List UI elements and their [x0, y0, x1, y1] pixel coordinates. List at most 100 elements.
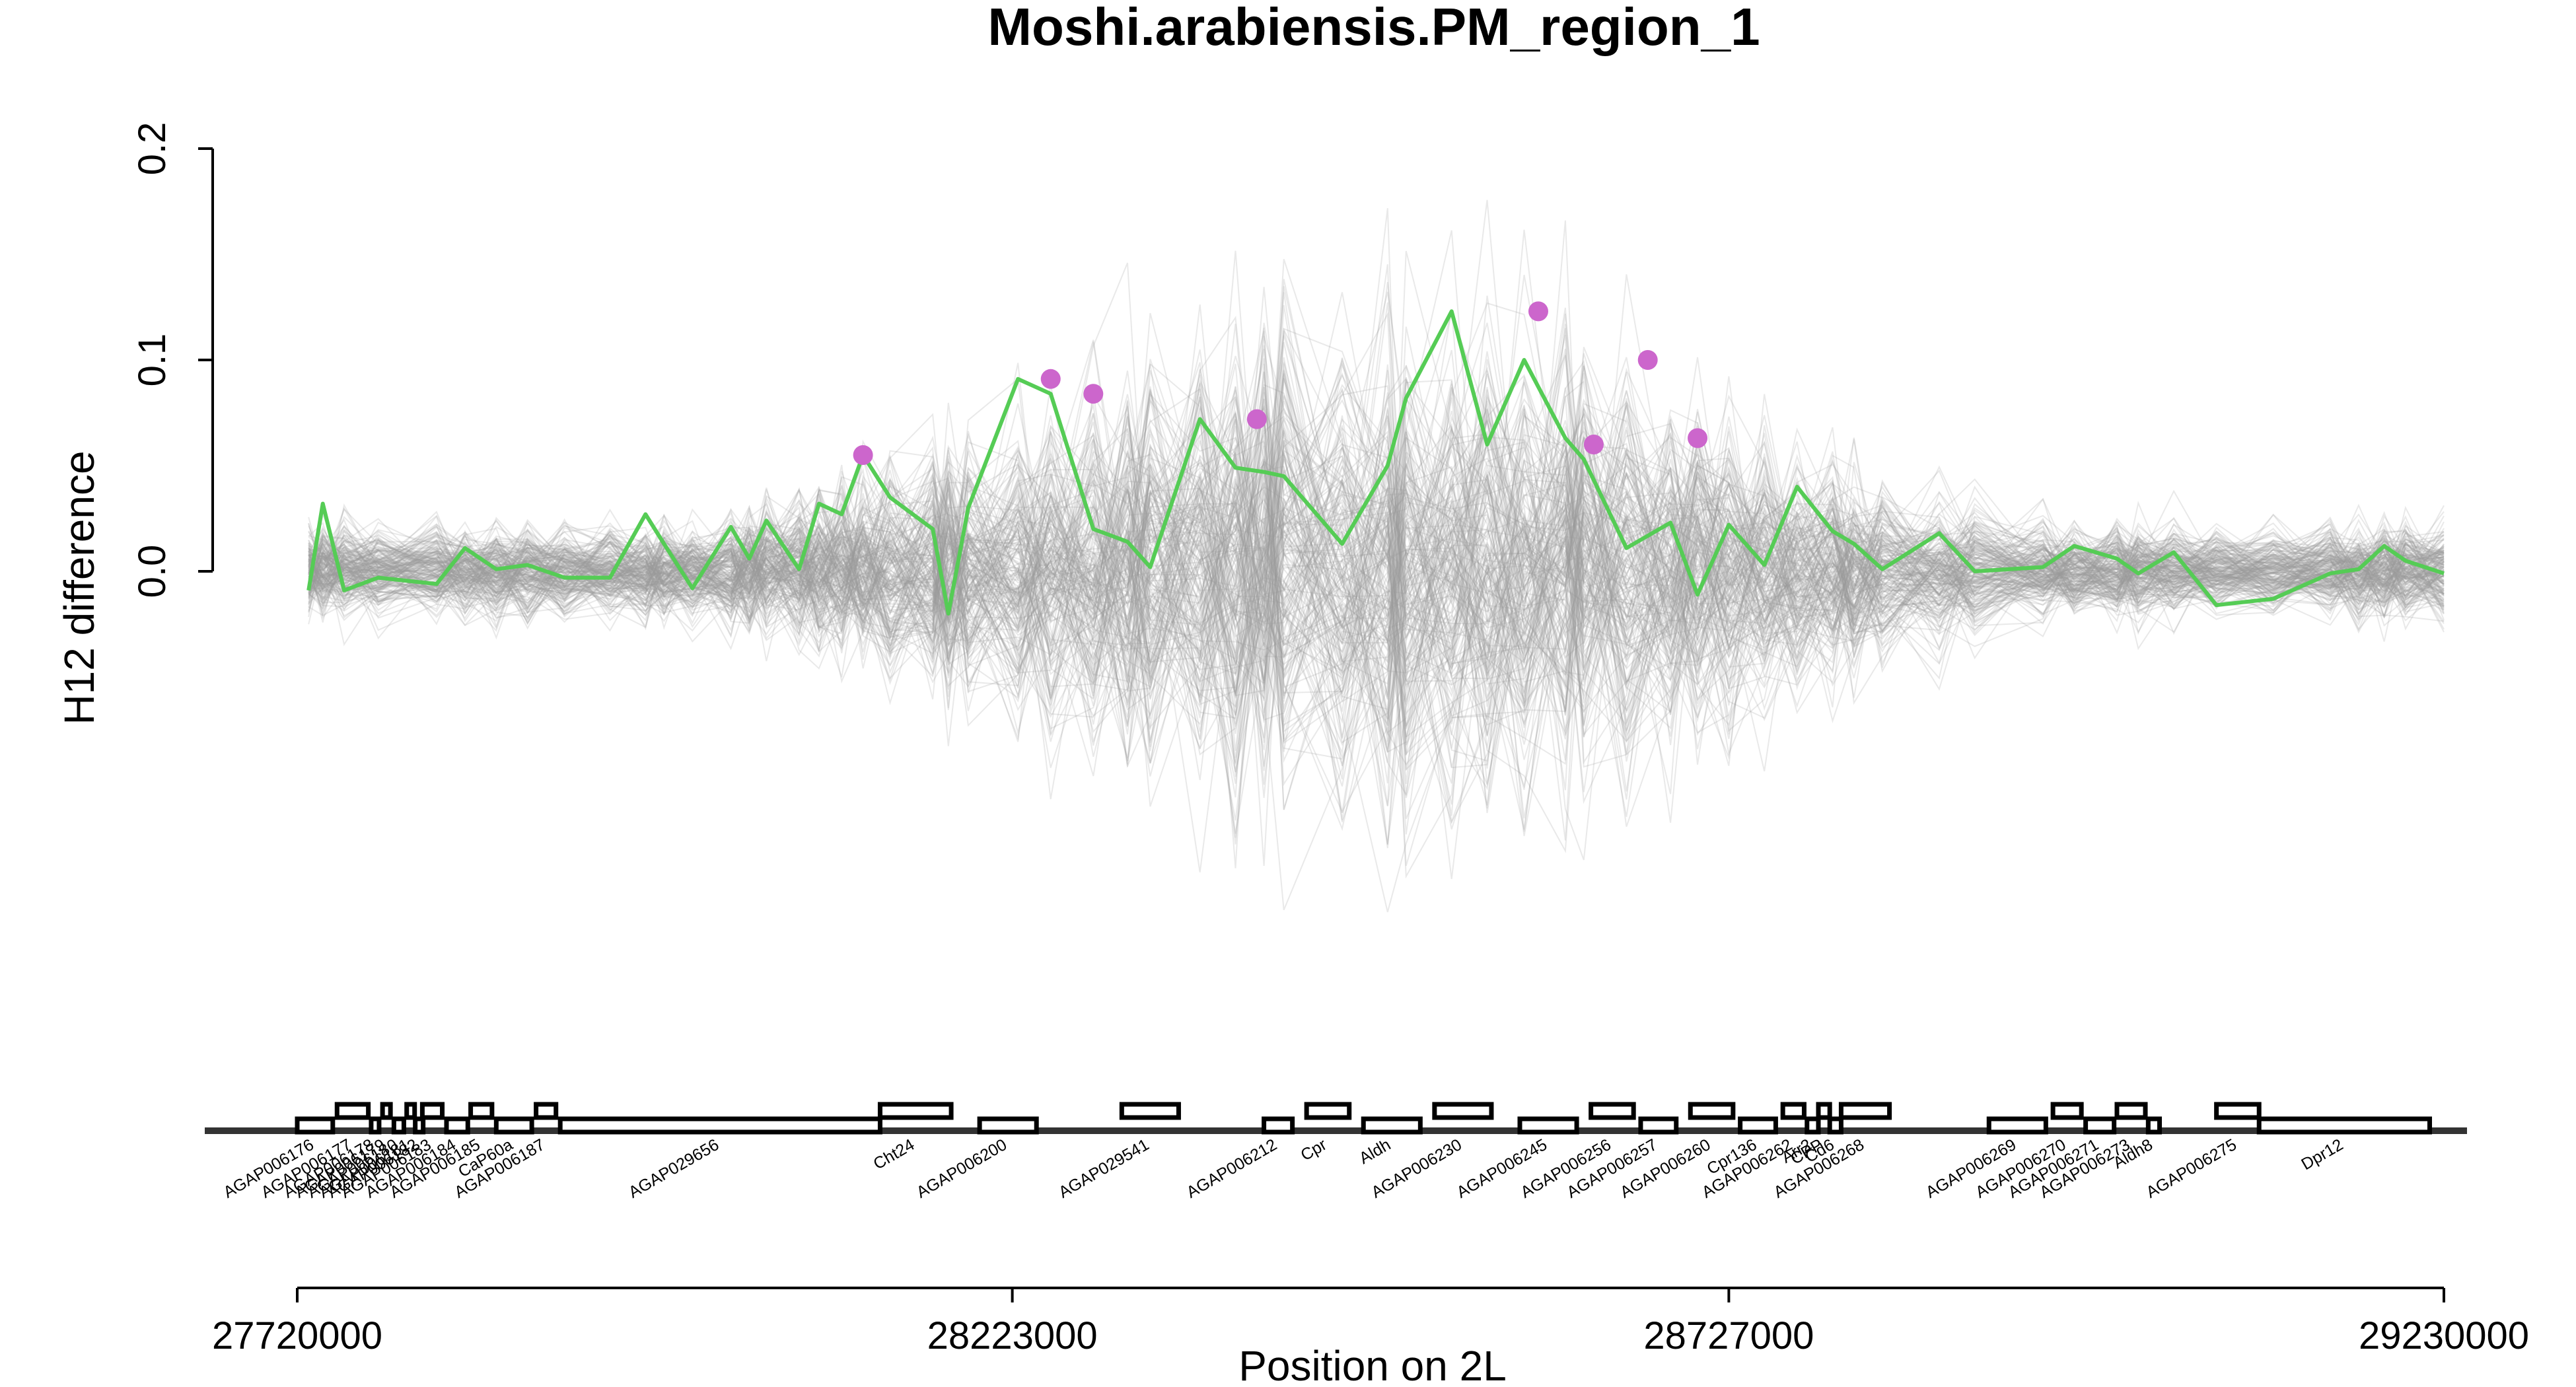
background-line — [308, 388, 2445, 732]
background-line — [308, 328, 2445, 715]
background-line — [308, 389, 2445, 793]
background-line — [308, 230, 2445, 772]
background-line — [308, 385, 2445, 838]
background-line — [308, 383, 2445, 692]
gene-label: AGAP006260 — [1617, 1135, 1713, 1202]
background-line — [308, 394, 2445, 738]
background-line — [308, 220, 2445, 701]
background-line — [308, 366, 2445, 787]
background-line — [308, 373, 2445, 742]
background-line — [308, 407, 2445, 726]
x-tick-label: 28223000 — [927, 1314, 1098, 1357]
background-line — [308, 401, 2445, 734]
background-line — [308, 363, 2445, 740]
background-line — [308, 384, 2445, 845]
background-line — [308, 312, 2445, 762]
highlight-point — [1688, 428, 1708, 448]
background-line — [308, 426, 2445, 872]
gene-box — [493, 1116, 534, 1135]
background-line — [308, 458, 2445, 726]
background-line — [308, 250, 2445, 785]
gene-box — [2083, 1116, 2117, 1135]
background-line — [308, 341, 2445, 722]
background-line — [308, 292, 2445, 684]
gene-box — [557, 1116, 882, 1135]
background-line — [308, 415, 2445, 853]
background-line — [308, 363, 2445, 810]
background-line — [308, 371, 2445, 800]
gene-box — [1816, 1102, 1832, 1120]
x-tick-label: 28727000 — [1643, 1314, 1814, 1357]
background-line — [308, 409, 2445, 799]
background-line — [308, 364, 2445, 780]
background-line — [308, 399, 2445, 699]
background-line — [308, 281, 2445, 827]
background-line — [308, 302, 2445, 756]
background-line — [308, 359, 2445, 816]
background-line — [308, 365, 2445, 731]
background-line — [308, 389, 2445, 879]
background-line — [308, 208, 2445, 738]
background-line — [308, 415, 2445, 800]
gene-label: Cpr — [1298, 1135, 1330, 1164]
y-tick-label: 0.1 — [131, 334, 174, 387]
background-line — [308, 472, 2445, 763]
background-line — [308, 336, 2445, 771]
background-line — [308, 469, 2445, 693]
gene-box — [1805, 1116, 1821, 1135]
gene-box — [404, 1102, 417, 1120]
background-line — [308, 413, 2445, 754]
background-line — [308, 390, 2445, 806]
background-line — [308, 403, 2445, 738]
gene-box — [1638, 1116, 1679, 1135]
background-line — [308, 314, 2445, 752]
background-line — [308, 307, 2445, 699]
background-line — [308, 199, 2445, 709]
background-line — [308, 372, 2445, 680]
gene-box — [1517, 1116, 1579, 1135]
gene-box — [2114, 1102, 2148, 1120]
background-line — [308, 371, 2445, 719]
background-line — [308, 400, 2445, 752]
background-line — [308, 386, 2445, 737]
background-line — [308, 291, 2445, 755]
background-line — [308, 376, 2445, 703]
gene-track: AGAP006176AGAP006177AGAP006178AGAP006179… — [205, 1102, 2467, 1202]
gene-box — [2214, 1102, 2262, 1120]
background-line — [308, 397, 2445, 789]
background-line — [308, 452, 2445, 911]
background-line — [308, 351, 2445, 746]
gene-label: AGAP029541 — [1055, 1135, 1152, 1202]
background-line — [308, 355, 2445, 736]
background-line — [308, 341, 2445, 880]
background-permutation-lines — [308, 199, 2445, 913]
background-line — [308, 371, 2445, 738]
background-line — [308, 250, 2445, 777]
background-line — [308, 394, 2445, 699]
background-line — [308, 372, 2445, 835]
y-tick-label: 0.2 — [131, 122, 174, 176]
background-line — [308, 480, 2445, 764]
gene-box — [1838, 1102, 1892, 1120]
background-line — [308, 402, 2445, 750]
background-line — [308, 349, 2445, 824]
gene-label: Cht24 — [871, 1135, 918, 1174]
background-line — [308, 398, 2445, 771]
background-line — [308, 431, 2445, 791]
background-line — [308, 420, 2445, 734]
gene-box — [1986, 1116, 2048, 1135]
background-line — [308, 436, 2445, 715]
background-line — [308, 274, 2445, 749]
background-line — [308, 364, 2445, 732]
background-line — [308, 380, 2445, 721]
background-line — [308, 409, 2445, 768]
gene-box — [1304, 1102, 1352, 1120]
background-line — [308, 436, 2445, 767]
background-line — [308, 392, 2445, 735]
background-line — [308, 334, 2445, 765]
background-line — [308, 358, 2445, 762]
background-line — [308, 387, 2445, 708]
background-line — [308, 430, 2445, 795]
background-line — [308, 367, 2445, 765]
background-line — [308, 377, 2445, 700]
